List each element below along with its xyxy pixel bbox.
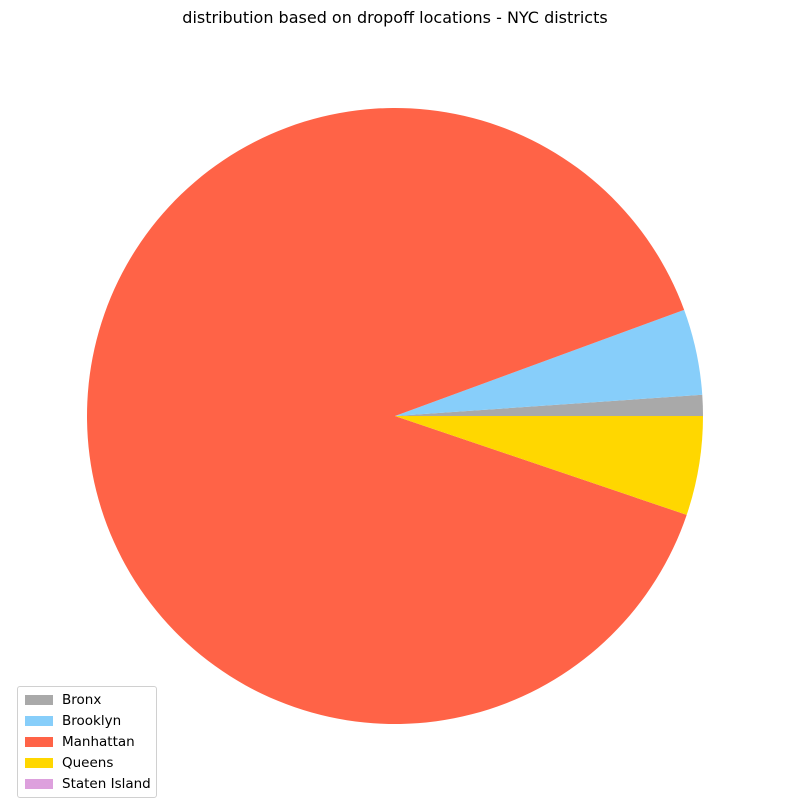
legend-item-bronx: Bronx (18, 689, 156, 710)
pie-slices (87, 108, 703, 724)
legend-item-manhattan: Manhattan (18, 731, 156, 752)
legend-item-queens: Queens (18, 752, 156, 773)
legend-item-brooklyn: Brooklyn (18, 710, 156, 731)
pie-slice-manhattan (87, 108, 687, 724)
legend: Bronx Brooklyn Manhattan Queens Staten Islan… (17, 686, 157, 798)
legend-swatch-staten-island (25, 778, 53, 789)
pie-slice-queens (395, 416, 703, 515)
legend-label-manhattan: Manhattan (62, 733, 135, 750)
pie-slice-bronx (395, 394, 703, 416)
legend-swatch-queens (25, 757, 53, 768)
legend-label-brooklyn: Brooklyn (62, 712, 122, 729)
legend-label-bronx: Bronx (62, 691, 102, 708)
legend-swatch-bronx (25, 694, 53, 705)
legend-label-queens: Queens (62, 754, 114, 771)
legend-swatch-brooklyn (25, 715, 53, 726)
legend-swatch-manhattan (25, 736, 53, 747)
legend-label-staten-island: Staten Island (62, 775, 151, 792)
chart-title: distribution based on dropoff locations … (182, 8, 608, 27)
legend-item-staten-island: Staten Island (18, 773, 156, 794)
pie-slice-brooklyn (395, 309, 703, 416)
